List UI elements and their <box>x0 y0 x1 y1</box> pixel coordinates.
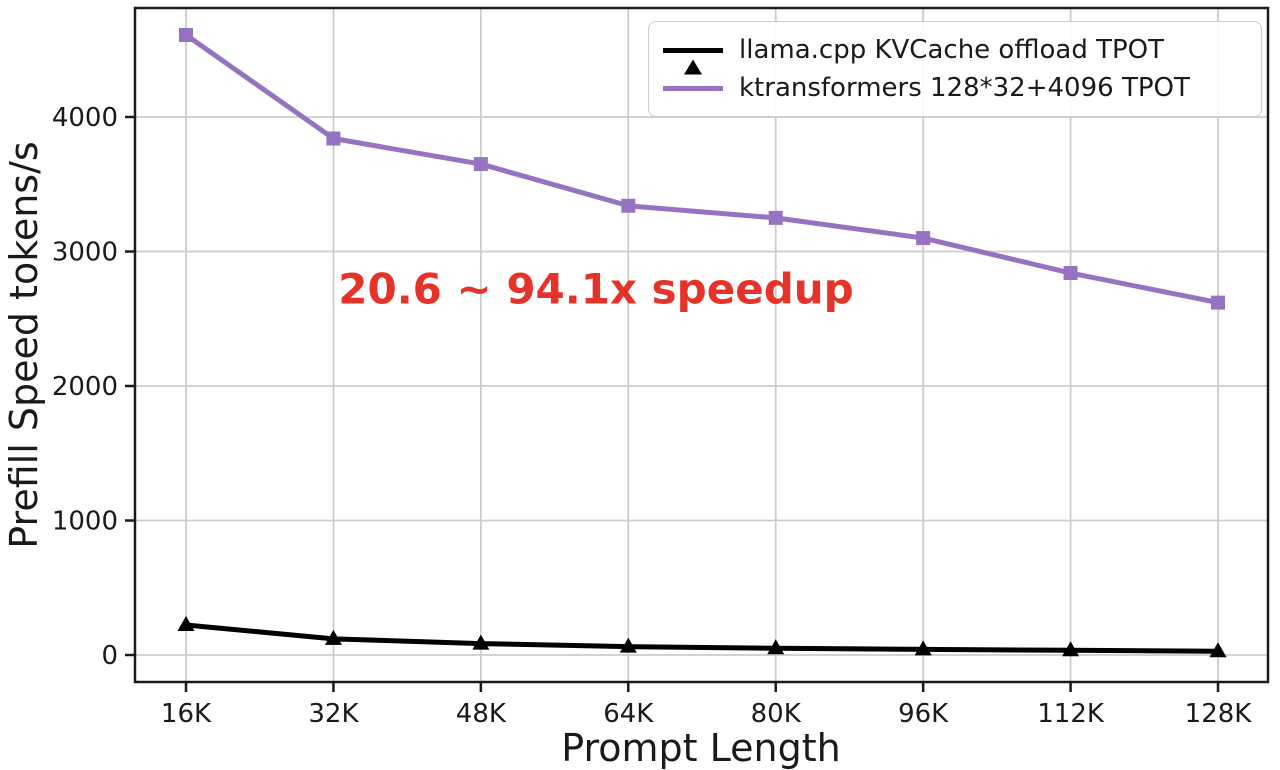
x-axis-title: Prompt Length <box>561 726 841 770</box>
x-tick-label: 32K <box>308 699 359 729</box>
data-point-triangle <box>472 634 490 650</box>
legend-label-llama-cpp: llama.cpp KVCache offload TPOT <box>739 35 1164 65</box>
data-point-square <box>1063 266 1078 281</box>
data-point-triangle <box>324 629 342 645</box>
data-point-triangle <box>619 637 637 653</box>
legend: llama.cpp KVCache offload TPOT ktransfor… <box>648 21 1262 117</box>
data-point-triangle <box>914 640 932 656</box>
x-tick-label: 128K <box>1185 699 1253 729</box>
data-point-square <box>1211 295 1226 310</box>
x-tick-label: 48K <box>456 699 507 729</box>
x-tick-label: 16K <box>161 699 212 729</box>
x-tick-label: 112K <box>1037 699 1105 729</box>
legend-label-ktransformers: ktransformers 128*32+4096 TPOT <box>739 73 1190 103</box>
legend-row-llama-cpp: llama.cpp KVCache offload TPOT <box>663 35 1247 75</box>
legend-row-ktransformers: ktransformers 128*32+4096 TPOT <box>663 73 1247 103</box>
speedup-annotation: 20.6 ~ 94.1x speedup <box>338 264 854 314</box>
x-tick-label: 64K <box>603 699 654 729</box>
triangle-marker-icon <box>684 40 702 75</box>
data-point-triangle <box>177 616 195 632</box>
y-tick-label: 2000 <box>52 372 118 402</box>
data-point-square <box>916 231 931 246</box>
axes-spines <box>133 6 1270 684</box>
data-point-square <box>621 198 636 213</box>
series-line-0 <box>185 622 1219 654</box>
data-point-triangle <box>1209 642 1227 658</box>
data-point-square <box>473 157 488 172</box>
x-tick-label: 96K <box>898 699 949 729</box>
data-point-triangle <box>1062 641 1080 657</box>
y-tick-label: 1000 <box>52 507 118 537</box>
data-point-square <box>326 131 341 146</box>
legend-sample-llama-cpp <box>663 40 723 75</box>
y-axis-title: Prefill Speed tokens/s <box>2 141 46 549</box>
y-tick-label: 0 <box>101 641 118 671</box>
y-tick-label: 4000 <box>52 103 118 133</box>
data-point-square <box>768 210 783 225</box>
legend-line <box>663 48 723 53</box>
legend-sample-ktransformers <box>663 79 723 97</box>
y-tick-label: 3000 <box>52 238 118 268</box>
x-tick-label: 80K <box>751 699 802 729</box>
data-point-square <box>179 27 193 42</box>
data-point-triangle <box>767 639 785 655</box>
series-line-1 <box>184 32 1219 306</box>
legend-line <box>663 86 723 91</box>
